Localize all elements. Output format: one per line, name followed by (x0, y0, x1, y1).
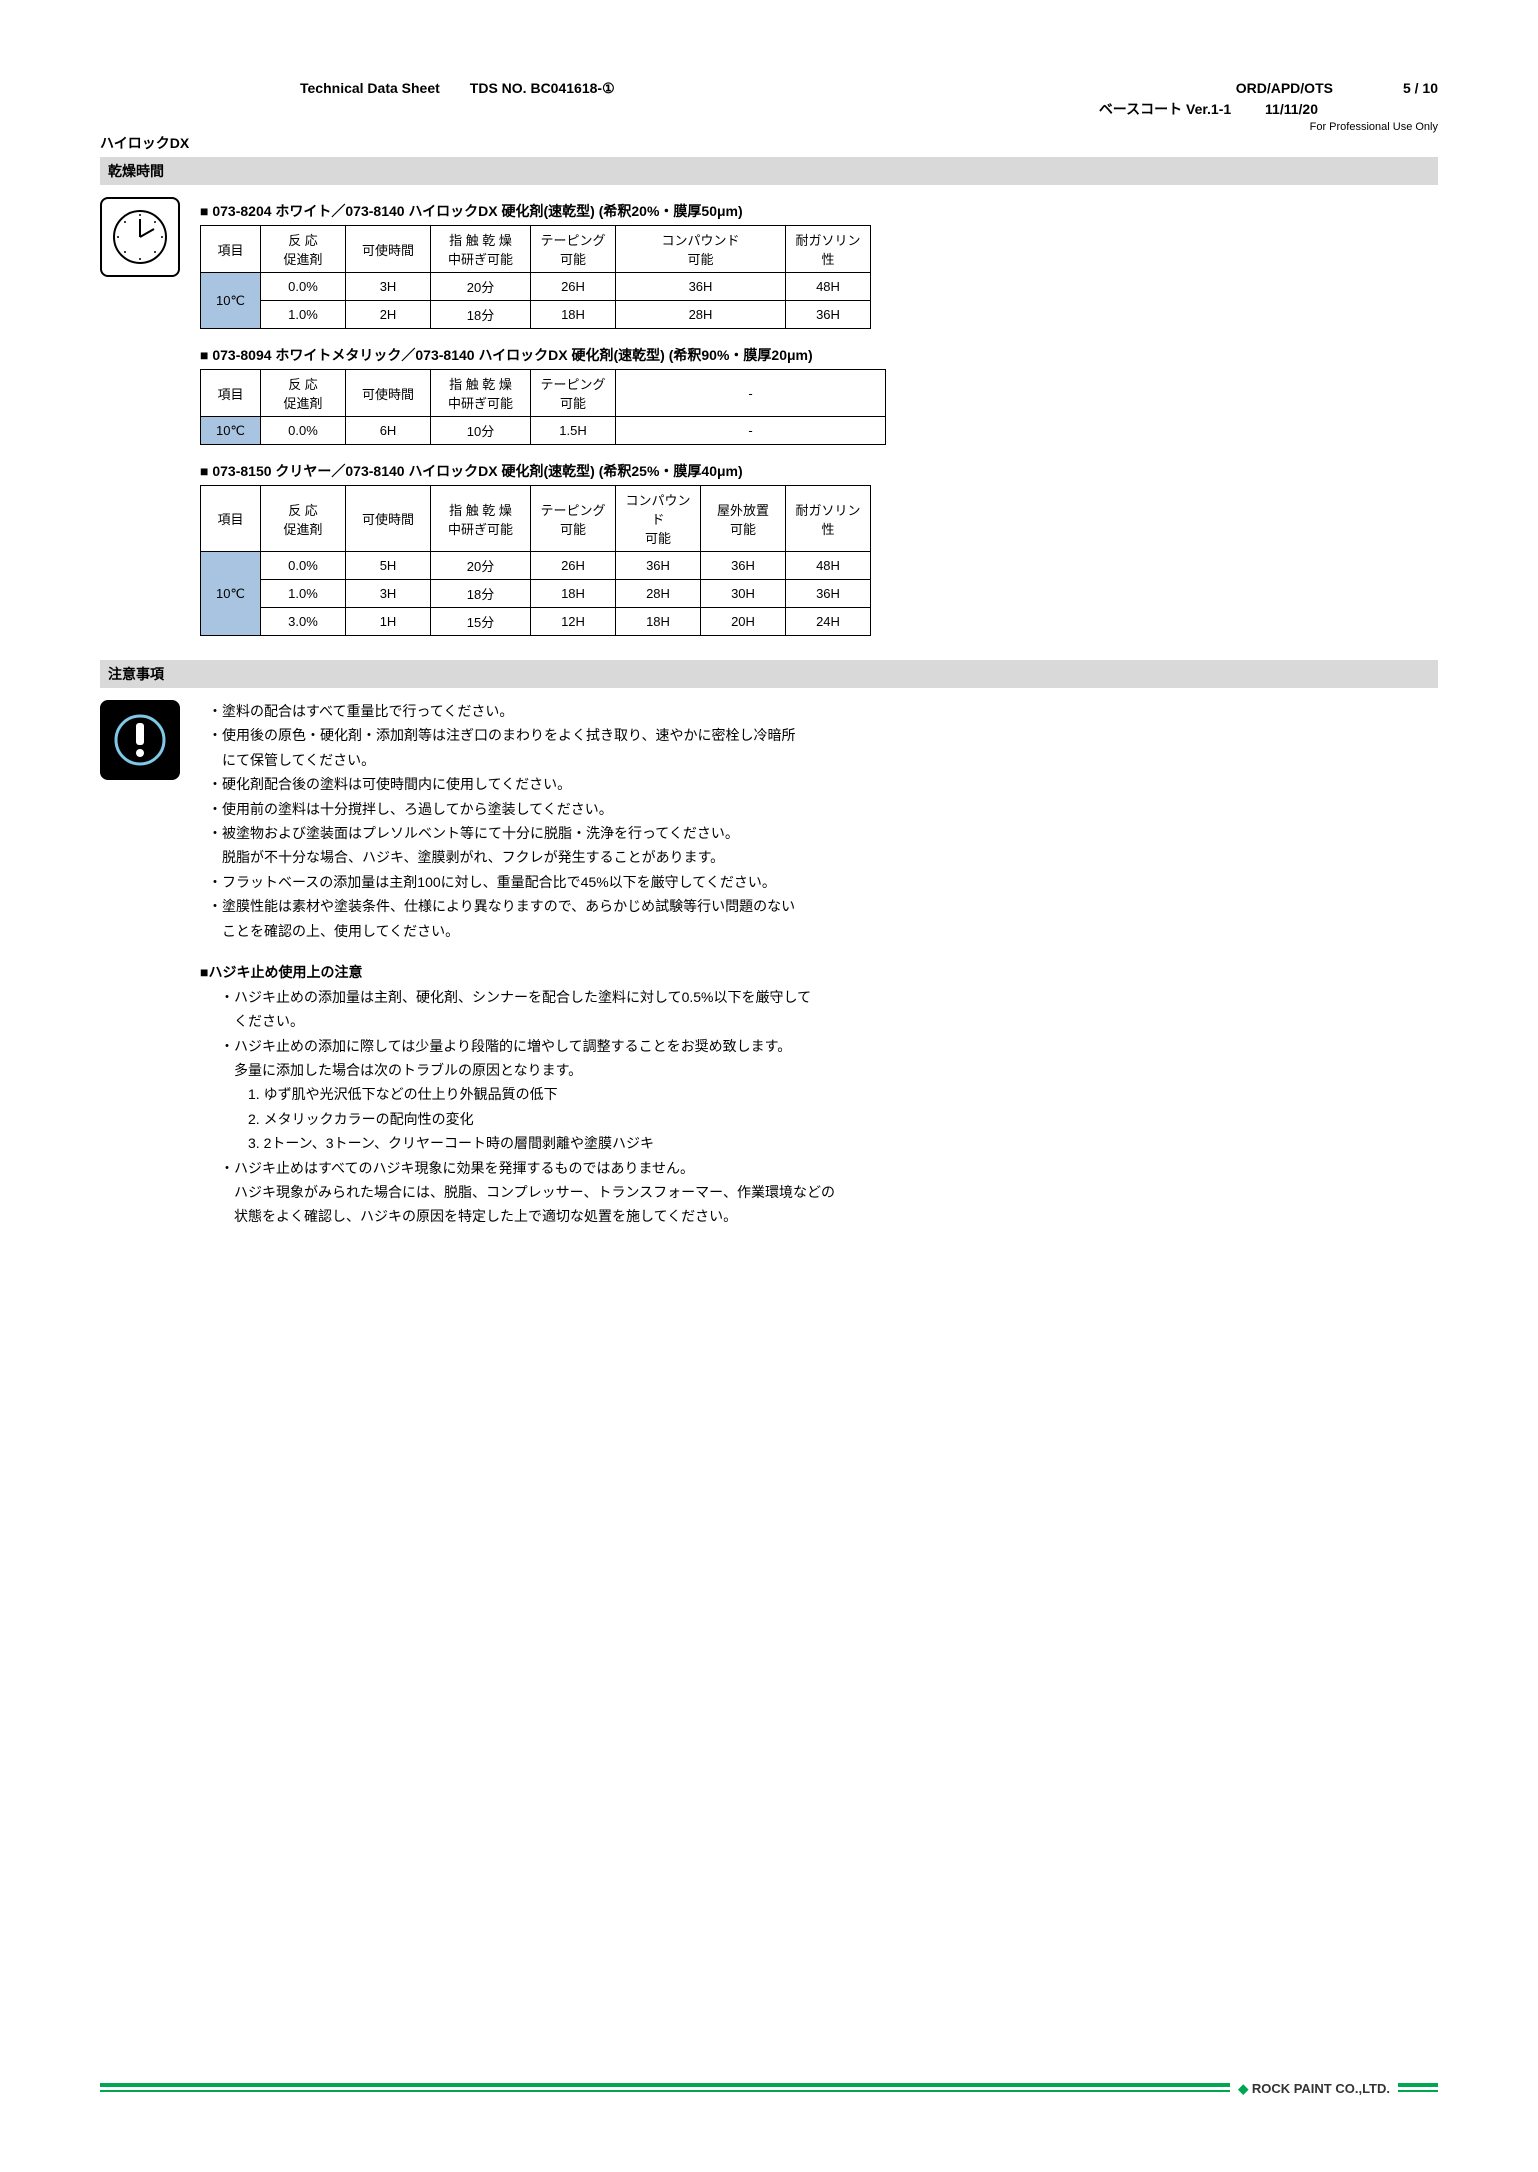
page-num: 5 / 10 (1403, 80, 1438, 97)
table-cell: 5H (346, 552, 431, 580)
table-cell: 30H (701, 580, 786, 608)
sub-note-item: ・ハジキ止めの添加量は主剤、硬化剤、シンナーを配合した塗料に対して0.5%以下を… (220, 986, 1438, 1008)
note-item: ・塗料の配合はすべて重量比で行ってください。 (208, 700, 1438, 722)
sub-note-item: ・ハジキ止めの添加に際しては少量より段階的に増やして調整することをお奨め致します… (220, 1035, 1438, 1057)
tables-container: ■ 073-8204 ホワイト／073-8140 ハイロックDX 硬化剤(速乾型… (200, 197, 1438, 652)
sub-precaution-notes: ・ハジキ止めの添加量は主剤、硬化剤、シンナーを配合した塗料に対して0.5%以下を… (220, 986, 1438, 1228)
note-item: ・使用後の原色・硬化剤・添加剤等は注ぎ口のまわりをよく拭き取り、速やかに密栓し冷… (208, 724, 1438, 746)
table-cell: 36H (786, 301, 871, 329)
table-title: ■ 073-8094 ホワイトメタリック／073-8140 ハイロックDX 硬化… (200, 345, 1438, 365)
table-cell: 20H (701, 608, 786, 636)
header-row-1: Technical Data Sheet TDS NO. BC041618-① … (100, 80, 1438, 97)
table-cell: 36H (786, 580, 871, 608)
section-drying-time: 乾燥時間 (100, 157, 1438, 185)
table-cell: 3.0% (261, 608, 346, 636)
table-cell: 18H (616, 608, 701, 636)
table-cell: 2H (346, 301, 431, 329)
table-title: ■ 073-8204 ホワイト／073-8140 ハイロックDX 硬化剤(速乾型… (200, 201, 1438, 221)
table-cell: 1.5H (531, 417, 616, 445)
table-cell: 0.0% (261, 417, 346, 445)
product-name: ハイロックDX (100, 133, 1438, 153)
data-table: 項目反 応促進剤可使時間指 触 乾 燥中研ぎ可能テーピング可能-10℃0.0%6… (200, 369, 886, 445)
product-line: ベースコート Ver.1-1 (1099, 101, 1231, 117)
table-cell: 18分 (431, 301, 531, 329)
note-item: ・被塗物および塗装面はプレソルベント等にて十分に脱脂・洗浄を行ってください。 (208, 822, 1438, 844)
sub-heading: ■ハジキ止め使用上の注意 (200, 962, 1438, 982)
tds-no: TDS NO. BC041618-① (470, 80, 615, 97)
dept: ORD/APD/OTS (1236, 80, 1333, 97)
sub-note-item: ・ハジキ止めはすべてのハジキ現象に効果を発揮するものではありません。 (220, 1157, 1438, 1179)
table-cell: 1H (346, 608, 431, 636)
table-cell: 36H (701, 552, 786, 580)
table-cell: 18H (531, 580, 616, 608)
note-item: ・使用前の塗料は十分撹拌し、ろ過してから塗装してください。 (208, 798, 1438, 820)
table-cell: 3H (346, 580, 431, 608)
sub-note-item: ハジキ現象がみられた場合には、脱脂、コンプレッサー、トランスフォーマー、作業環境… (220, 1181, 1438, 1203)
doc-title: Technical Data Sheet (300, 80, 440, 97)
temp-cell: 10℃ (201, 417, 261, 445)
table-cell: 18分 (431, 580, 531, 608)
table-cell: 48H (786, 552, 871, 580)
table-cell: 20分 (431, 273, 531, 301)
clock-icon (100, 197, 180, 277)
sub-note-item: 3. 2トーン、3トーン、クリヤーコート時の層間剥離や塗膜ハジキ (220, 1132, 1438, 1154)
footer: ◆ ROCK PAINT CO.,LTD. (100, 2083, 1438, 2092)
table-cell: 48H (786, 273, 871, 301)
sub-note-item: 状態をよく確認し、ハジキの原因を特定した上で適切な処置を施してください。 (220, 1205, 1438, 1227)
company-name: ◆ ROCK PAINT CO.,LTD. (1230, 2081, 1398, 2097)
date: 11/11/20 (1265, 101, 1318, 117)
note-item: ・塗膜性能は素材や塗装条件、仕様により異なりますので、あらかじめ試験等行い問題の… (208, 895, 1438, 917)
table-title: ■ 073-8150 クリヤー／073-8140 ハイロックDX 硬化剤(速乾型… (200, 461, 1438, 481)
table-cell: 28H (616, 301, 786, 329)
note-item: 脱脂が不十分な場合、ハジキ、塗膜剥がれ、フクレが発生することがあります。 (208, 846, 1438, 868)
section-precautions: 注意事項 (100, 660, 1438, 688)
table-cell: 1.0% (261, 580, 346, 608)
table-cell: 20分 (431, 552, 531, 580)
table-cell: 26H (531, 552, 616, 580)
data-table: 項目反 応促進剤可使時間指 触 乾 燥中研ぎ可能テーピング可能コンパウンド可能耐… (200, 225, 871, 329)
table-cell: 10分 (431, 417, 531, 445)
table-cell: 6H (346, 417, 431, 445)
table-cell: 3H (346, 273, 431, 301)
note-item: にて保管してください。 (208, 749, 1438, 771)
data-table: 項目反 応促進剤可使時間指 触 乾 燥中研ぎ可能テーピング可能コンパウンド可能屋… (200, 485, 871, 636)
table-cell: - (616, 417, 886, 445)
table-cell: 28H (616, 580, 701, 608)
temp-cell: 10℃ (201, 273, 261, 329)
note-item: ことを確認の上、使用してください。 (208, 920, 1438, 942)
note-item: ・フラットベースの添加量は主剤100に対し、重量配合比で45%以下を厳守してくだ… (208, 871, 1438, 893)
table-cell: 0.0% (261, 552, 346, 580)
warning-icon (100, 700, 180, 780)
sub-note-item: 2. メタリックカラーの配向性の変化 (220, 1108, 1438, 1130)
table-cell: 15分 (431, 608, 531, 636)
note-item: ・硬化剤配合後の塗料は可使時間内に使用してください。 (208, 773, 1438, 795)
table-cell: 1.0% (261, 301, 346, 329)
sub-header: For Professional Use Only (100, 121, 1438, 133)
precaution-notes: ・塗料の配合はすべて重量比で行ってください。・使用後の原色・硬化剤・添加剤等は注… (208, 700, 1438, 942)
table-cell: 18H (531, 301, 616, 329)
table-cell: 36H (616, 273, 786, 301)
table-cell: 12H (531, 608, 616, 636)
sub-note-item: 1. ゆず肌や光沢低下などの仕上り外観品質の低下 (220, 1083, 1438, 1105)
table-cell: 36H (616, 552, 701, 580)
temp-cell: 10℃ (201, 552, 261, 636)
sub-note-item: ください。 (220, 1010, 1438, 1032)
table-cell: 26H (531, 273, 616, 301)
header-row-2: ベースコート Ver.1-1 11/11/20 (100, 99, 1438, 119)
sub-note-item: 多量に添加した場合は次のトラブルの原因となります。 (220, 1059, 1438, 1081)
table-cell: 24H (786, 608, 871, 636)
table-cell: 0.0% (261, 273, 346, 301)
